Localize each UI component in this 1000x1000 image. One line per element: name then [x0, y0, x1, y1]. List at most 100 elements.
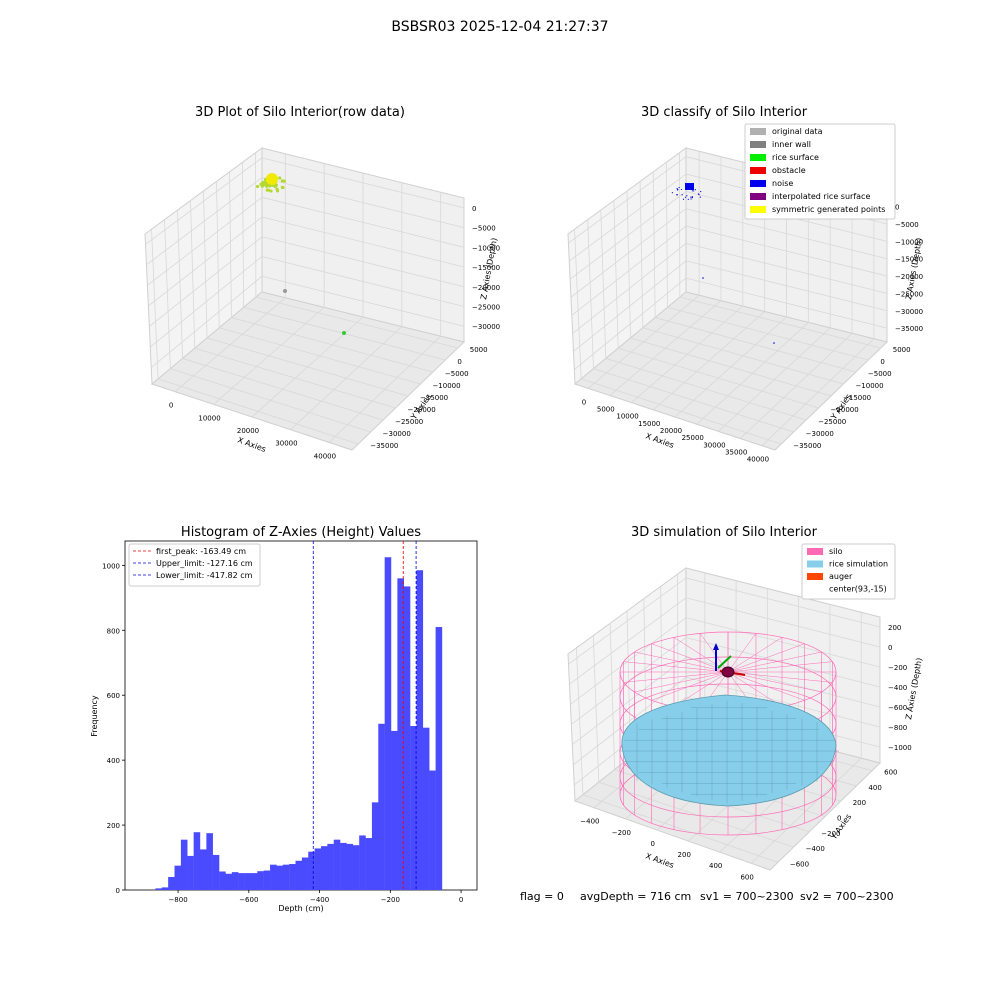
y-tick-label: −30000 [383, 430, 411, 438]
y-gridline-wall [190, 200, 196, 349]
hist-bar [416, 570, 424, 890]
raw-point [280, 179, 284, 183]
legend-swatch [750, 167, 766, 174]
raw-point-cluster-core [266, 173, 278, 185]
z-tick-label: −20000 [472, 284, 500, 292]
x-tick-label: 5000 [597, 405, 615, 413]
sim-axis-arrowhead-z [713, 643, 719, 650]
y-tick-label: −20000 [831, 406, 859, 414]
z-gridline-wall [574, 277, 687, 370]
raw-z-ticks: 0 −5000 −10000 −15000 −20000 −25000 −30000 [472, 205, 500, 331]
x-tick-label: 0 [582, 398, 586, 406]
y-gridline [593, 368, 794, 433]
status-avg-depth: avgDepth = 716 cm [580, 890, 691, 903]
sim-z-ticks: 200 0 −200 −400 −600 −800 −1000 [888, 624, 912, 752]
y-tick-label: −600 [790, 860, 809, 868]
hist-bar [155, 888, 162, 890]
y-gridline [194, 347, 396, 409]
hist-bar [365, 838, 373, 890]
hist-bar [282, 864, 290, 890]
hist-bar [333, 839, 341, 890]
raw-point [268, 184, 272, 188]
y-tick-label: 0 [837, 815, 841, 823]
classify-noise-point [693, 190, 695, 192]
hist-bar [168, 877, 175, 890]
x-tick-label: 200 [678, 851, 691, 859]
y-tick-label: 5000 [470, 346, 488, 354]
y-gridline [231, 317, 433, 373]
classify-z-ticks: 0 −5000 −10000 −15000 −20000 −25000 −30000 −350… [895, 204, 923, 333]
hist-legend-items: first_peak: -163.49 cm Upper_limit: -127.… [133, 547, 253, 580]
z-gridline [685, 260, 888, 312]
x-tick-label: 10000 [616, 413, 638, 421]
y-gridline [170, 368, 371, 433]
y-tick-label: −15000 [420, 394, 448, 402]
y-gridline [605, 358, 807, 421]
silo-roof-spoke [727, 661, 833, 673]
sim-title: 3D simulation of Silo Interior [631, 525, 818, 540]
silo-roof-spoke [727, 651, 822, 673]
y-tick-label: −5000 [868, 370, 892, 378]
z-gridline-wall [149, 236, 263, 327]
classify-noise-point [676, 188, 678, 190]
hist-bar [263, 870, 271, 890]
hist-bar [289, 864, 296, 890]
z-tick-label: 200 [888, 624, 901, 632]
raw-point [261, 183, 265, 187]
y-tick-label: 0 [457, 358, 461, 366]
raw-floor [150, 291, 465, 451]
z-gridline-wall [571, 225, 687, 316]
y-tick-label: −30000 [806, 430, 834, 438]
z-tick-label: −200 [888, 664, 907, 672]
z-gridline-wall [569, 191, 687, 280]
z-tick-label: 0 [888, 644, 892, 652]
panel-histogram: Histogram of Z-Axies (Height) Values −80… [90, 525, 478, 913]
legend-label: noise [772, 179, 793, 188]
raw-y-ticks: 5000 0 −5000 −10000 −15000 −20000 −25000 −30000… [370, 346, 487, 450]
y-tick-label: −35000 [793, 442, 821, 450]
sim-axis-arrow-y [717, 655, 732, 669]
y-gridline-wall [626, 190, 631, 339]
y-tick-label: 600 [884, 769, 897, 777]
y-gridline-wall [609, 623, 616, 770]
z-gridline [261, 236, 465, 288]
hist-bar [187, 855, 194, 890]
y-tick-label: −35000 [370, 442, 398, 450]
raw-point [255, 184, 260, 189]
z-gridline-wall [568, 577, 687, 665]
z-gridline-wall [147, 196, 263, 286]
classify-noise-point [700, 190, 702, 193]
hist-bar [429, 770, 436, 890]
hist-bar [250, 873, 258, 890]
hist-y-axis-label: Frequency [90, 695, 99, 737]
x-tick-label: 600 [740, 873, 753, 881]
raw-point [281, 185, 285, 190]
legend-label: rice simulation [829, 560, 888, 569]
hist-title: Histogram of Z-Axies (Height) Values [181, 525, 421, 540]
z-gridline-wall [568, 156, 687, 244]
hist-y-tick-label: 600 [107, 692, 120, 700]
hist-x-ticks: −800 −600 −400 −200 0 [168, 890, 463, 904]
hist-vlines [312, 541, 417, 890]
hist-bar [391, 730, 398, 890]
panel-classify-title: 3D classify of Silo Interior [641, 105, 808, 120]
hist-bar [397, 578, 404, 890]
legend-label: original data [772, 127, 823, 136]
z-tick-label: −30000 [895, 308, 923, 316]
raw-point [264, 182, 268, 186]
z-gridline-wall [148, 216, 263, 307]
silo-roof-spoke [651, 671, 729, 701]
y-gridline-wall [587, 219, 594, 369]
sim-legend-items: silo rice simulation auger center(93,-15) [807, 547, 888, 594]
hist-legend: first_peak: -163.49 cm Upper_limit: -127.… [128, 543, 261, 587]
classify-noise-point [698, 194, 700, 196]
y-gridline-wall [639, 181, 644, 328]
legend-label: center(93,-15) [829, 585, 887, 594]
panel-raw-3d: 3D Plot of Silo Interior(row data) 0 1000… [144, 105, 500, 460]
hist-bar [301, 857, 309, 890]
silo-roof-spoke [623, 661, 729, 673]
y-gridline-wall [613, 200, 619, 349]
z-gridline [261, 157, 465, 209]
sim-rice-surface [619, 694, 839, 807]
z-gridline-wall [150, 275, 263, 368]
